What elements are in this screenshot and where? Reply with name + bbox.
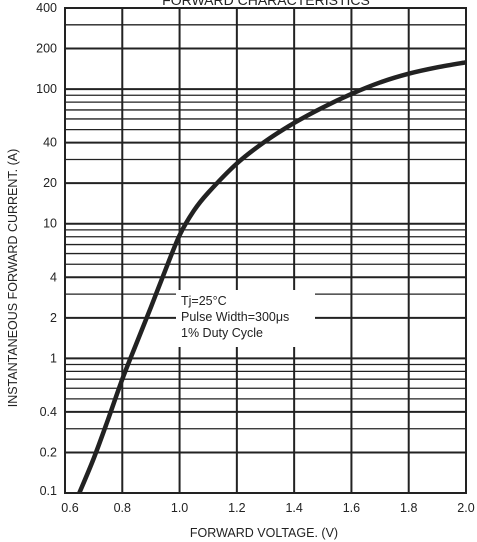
major-grid bbox=[65, 8, 466, 493]
x-tick-label: 1.8 bbox=[400, 501, 417, 515]
annotation-text: Tj=25°C Pulse Width=300μs 1% Duty Cycle bbox=[181, 294, 289, 340]
x-axis-ticks: 0.6 0.8 1.0 1.2 1.4 1.6 1.8 2.0 bbox=[61, 501, 474, 515]
y-tick-label: 20 bbox=[43, 176, 57, 190]
y-tick-label: 1 bbox=[50, 351, 57, 365]
y-axis-ticks: 0.1 0.2 0.4 1 2 4 10 20 40 100 200 400 bbox=[36, 1, 57, 498]
x-axis-title: FORWARD VOLTAGE. (V) bbox=[190, 526, 338, 540]
y-tick-label: 0.2 bbox=[40, 445, 57, 459]
y-tick-label: 10 bbox=[43, 217, 57, 231]
y-tick-label: 400 bbox=[36, 1, 57, 15]
y-tick-label: 200 bbox=[36, 42, 57, 56]
annotation-line: 1% Duty Cycle bbox=[181, 326, 263, 340]
annotation-box bbox=[176, 290, 315, 347]
y-tick-label: 40 bbox=[43, 136, 57, 150]
y-tick-label: 0.1 bbox=[40, 484, 57, 498]
y-axis-title: INSTANTANEOUS FORWARD CURRENT. (A) bbox=[6, 149, 20, 408]
x-tick-label: 0.6 bbox=[61, 501, 78, 515]
forward-characteristic-curve bbox=[77, 60, 467, 494]
y-tick-label: 0.4 bbox=[40, 405, 57, 419]
chart-title: FORWARD CHARACTERISTICS bbox=[162, 0, 370, 8]
plot-frame bbox=[64, 7, 467, 494]
x-tick-label: 1.4 bbox=[285, 501, 302, 515]
x-tick-label: 1.6 bbox=[343, 501, 360, 515]
minor-grid bbox=[65, 24, 466, 430]
annotation-line: Tj=25°C bbox=[181, 294, 227, 308]
x-tick-label: 1.0 bbox=[171, 501, 188, 515]
x-tick-label: 2.0 bbox=[457, 501, 474, 515]
x-tick-label: 1.2 bbox=[228, 501, 245, 515]
y-tick-label: 4 bbox=[50, 270, 57, 284]
annotation-line: Pulse Width=300μs bbox=[181, 310, 289, 324]
x-tick-label: 0.8 bbox=[114, 501, 131, 515]
y-tick-label: 2 bbox=[50, 311, 57, 325]
y-tick-label: 100 bbox=[36, 82, 57, 96]
